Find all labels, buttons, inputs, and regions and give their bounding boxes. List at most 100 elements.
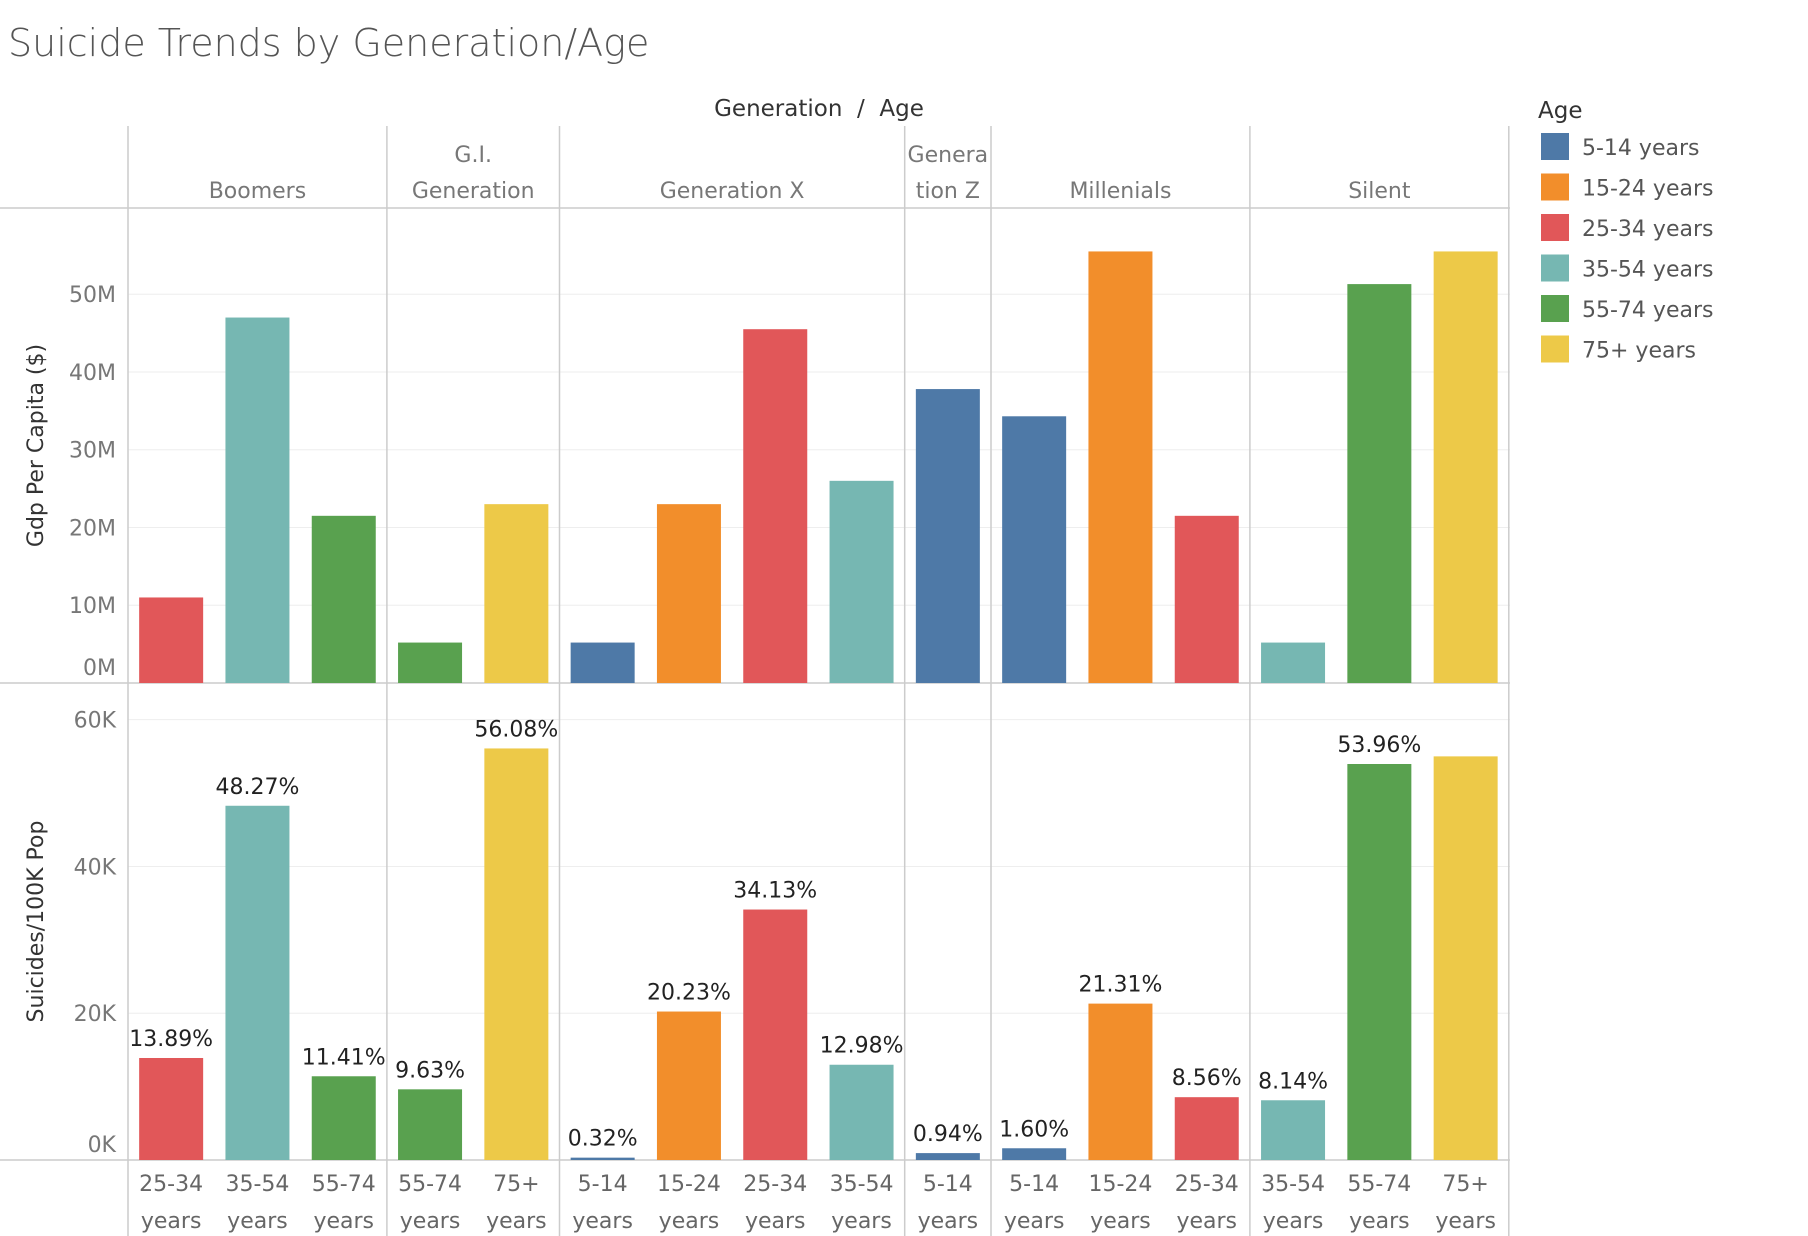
x-tick-label: 75+: [493, 1172, 539, 1197]
bar: [398, 1089, 463, 1160]
bar: [1174, 1097, 1239, 1160]
x-tick-label: 35-54: [1261, 1172, 1325, 1197]
bar: [743, 329, 808, 683]
generation-label: Boomers: [209, 179, 307, 204]
data-label: 20.23%: [647, 981, 731, 1006]
generation-label: Generation X: [660, 179, 805, 204]
bar: [829, 480, 894, 683]
x-tick-label: years: [1349, 1209, 1410, 1234]
x-tick-label: years: [486, 1209, 547, 1234]
bar: [311, 515, 376, 683]
data-label: 8.14%: [1258, 1069, 1328, 1094]
x-tick-label: years: [1004, 1209, 1065, 1234]
bar: [656, 1011, 721, 1160]
legend-label: 15-24 years: [1582, 177, 1713, 202]
y-tick-label: 50M: [69, 283, 116, 308]
data-label: 56.08%: [474, 717, 558, 742]
bar: [656, 504, 721, 683]
legend-swatch: [1541, 214, 1569, 241]
bar: [915, 1153, 980, 1160]
data-label: 53.96%: [1337, 733, 1421, 758]
y-axis-ticks: 0M 10M 20M 30M 40M 50M Gdp Per Capita ($) 0K 20K…: [24, 283, 117, 1158]
column-header: Generation / Age: [714, 96, 924, 122]
bar: [1433, 251, 1498, 684]
bar: [1174, 515, 1239, 683]
x-tick-label: years: [745, 1209, 806, 1234]
generation-label: tion Z: [916, 179, 980, 204]
y-tick-label: 40M: [69, 361, 116, 386]
x-tick-label: 35-54: [225, 1172, 289, 1197]
data-label: 12.98%: [820, 1034, 904, 1059]
bar: [570, 1157, 635, 1160]
legend-swatch: [1541, 133, 1569, 160]
data-label: 21.31%: [1079, 973, 1163, 998]
bar: [398, 642, 463, 683]
y-tick-label: 10M: [69, 594, 116, 619]
data-label: 0.94%: [913, 1122, 983, 1147]
x-tick-label: years: [1090, 1209, 1151, 1234]
y-axis-title: Gdp Per Capita ($): [24, 344, 49, 547]
bar: [225, 317, 290, 683]
x-tick-label: 15-24: [657, 1172, 721, 1197]
x-tick-label: years: [313, 1209, 374, 1234]
bar: [1261, 1100, 1326, 1160]
y-tick-label: 30M: [69, 439, 116, 464]
bar: [484, 504, 549, 683]
data-label: 13.89%: [129, 1027, 213, 1052]
x-tick-label: 55-74: [312, 1172, 376, 1197]
x-tick-label: 25-34: [743, 1172, 807, 1197]
legend-label: 75+ years: [1582, 339, 1696, 364]
x-tick-label: 5-14: [923, 1172, 973, 1197]
bar: [570, 642, 635, 683]
y-tick-label: 20M: [69, 516, 116, 541]
x-tick-label: 25-34: [139, 1172, 203, 1197]
generation-label: Silent: [1348, 179, 1411, 204]
generation-label: Millenials: [1069, 179, 1171, 204]
bar: [1347, 284, 1412, 683]
x-tick-label: years: [1263, 1209, 1324, 1234]
legend-label: 5-14 years: [1582, 136, 1699, 161]
legend-label: 25-34 years: [1582, 217, 1713, 242]
data-label: 8.56%: [1172, 1066, 1242, 1091]
bar: [915, 389, 980, 683]
x-tick-label: 25-34: [1175, 1172, 1239, 1197]
x-tick-label: 55-74: [1347, 1172, 1411, 1197]
bar: [139, 597, 204, 683]
x-tick-label: 15-24: [1088, 1172, 1152, 1197]
bar: [1347, 764, 1412, 1160]
x-tick-label: 75+: [1442, 1172, 1488, 1197]
x-tick-label: years: [831, 1209, 892, 1234]
bar: [225, 805, 290, 1160]
bar: [1002, 416, 1067, 683]
bar: [829, 1064, 894, 1160]
bar: [1088, 251, 1153, 684]
y-tick-label: 20K: [74, 1002, 117, 1027]
bar: [311, 1076, 376, 1160]
data-label: 11.41%: [302, 1045, 386, 1070]
x-tick-label: 35-54: [830, 1172, 894, 1197]
y-tick-label: 60K: [74, 709, 117, 734]
x-tick-label: years: [227, 1209, 288, 1234]
bar: [743, 909, 808, 1160]
x-tick-label: years: [659, 1209, 720, 1234]
data-label: 0.32%: [568, 1127, 638, 1152]
generation-label: Generation: [412, 179, 535, 204]
legend-label: 55-74 years: [1582, 298, 1713, 323]
generation-headers: Boomers G.I. Generation Generation X Genera t…: [209, 143, 1411, 204]
bars: [139, 251, 1498, 1160]
y-tick-label: 0K: [88, 1133, 117, 1158]
legend-swatch: [1541, 254, 1569, 282]
bar: [1261, 642, 1326, 683]
x-axis-labels: 25-34 years 35-54 years 55-74 years 55-74 years…: [139, 1172, 1496, 1234]
x-tick-label: 55-74: [398, 1172, 462, 1197]
y-tick-label: 40K: [74, 855, 117, 880]
chart-title: Suicide Trends by Generation/Age: [8, 21, 649, 65]
legend-swatch: [1541, 335, 1569, 363]
bar: [1002, 1148, 1067, 1160]
x-tick-label: 5-14: [1009, 1172, 1059, 1197]
data-label: 1.60%: [999, 1117, 1069, 1142]
x-tick-label: years: [1435, 1209, 1496, 1234]
bar: [1088, 1003, 1153, 1160]
